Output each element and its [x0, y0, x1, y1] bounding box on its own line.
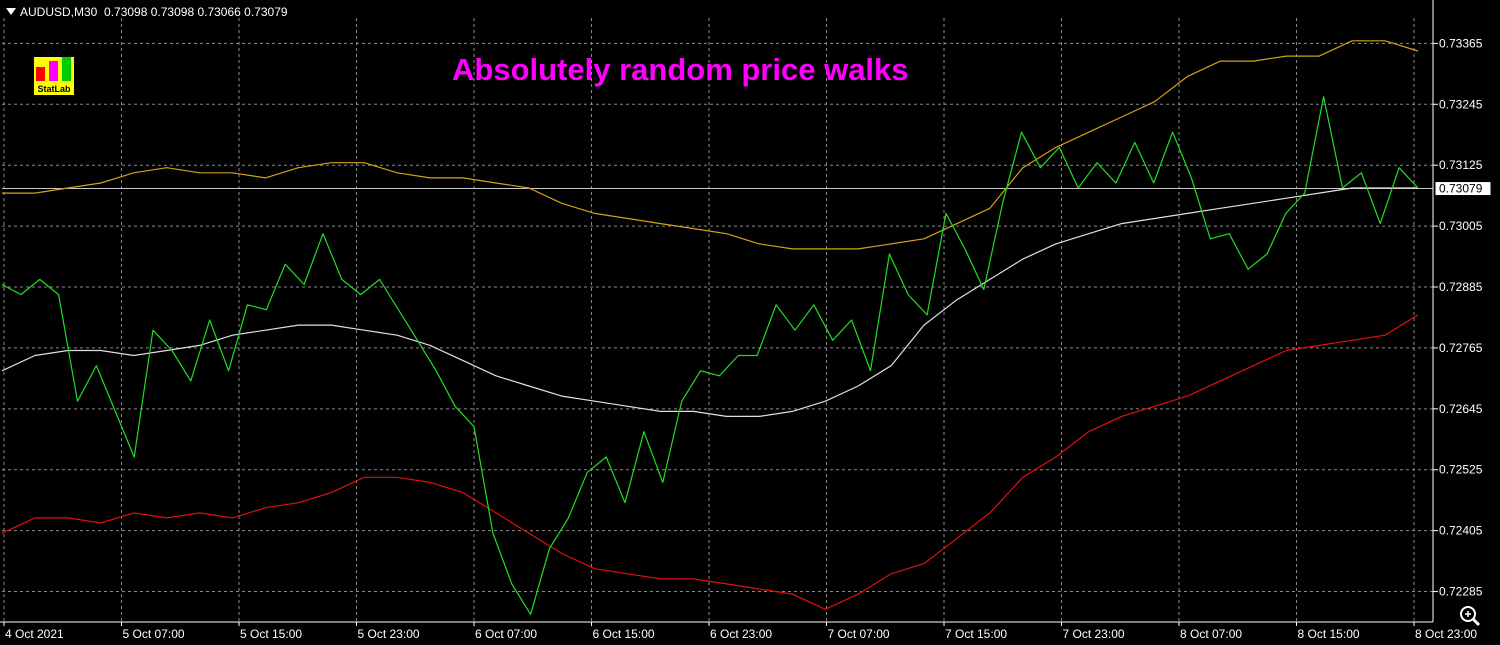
logo-label: StatLab: [37, 84, 71, 94]
statlab-logo: StatLab: [34, 57, 74, 95]
x-tick-label: 8 Oct 23:00: [1415, 627, 1477, 641]
symbol-label: AUDUSD,M30: [20, 5, 98, 19]
y-tick-label: 0.72285: [1439, 585, 1483, 599]
grid-lines: [2, 18, 1433, 622]
chart-title: Absolutely random price walks: [452, 52, 909, 87]
x-tick-label: 8 Oct 15:00: [1298, 627, 1360, 641]
symbol-header[interactable]: AUDUSD,M30 0.73098 0.73098 0.73066 0.730…: [6, 5, 288, 19]
x-tick-label: 7 Oct 07:00: [828, 627, 890, 641]
x-tick-label: 5 Oct 15:00: [240, 627, 302, 641]
y-tick-label: 0.73245: [1439, 97, 1483, 111]
y-tick-label: 0.73365: [1439, 36, 1483, 50]
y-tick-label: 0.73125: [1439, 158, 1483, 172]
y-tick-label: 0.72645: [1439, 402, 1483, 416]
current-price-box: [1434, 181, 1492, 197]
y-tick-label: 0.73005: [1439, 219, 1483, 233]
x-tick-label: 5 Oct 07:00: [123, 627, 185, 641]
series-line-upper: [2, 40, 1419, 250]
logo-bar-red: [36, 67, 45, 81]
y-tick-label: 0.72405: [1439, 524, 1483, 538]
x-tick-label: 6 Oct 15:00: [593, 627, 655, 641]
x-tick-label: 6 Oct 23:00: [710, 627, 772, 641]
chart-series: [1, 40, 1419, 616]
x-tick-label: 7 Oct 23:00: [1063, 627, 1125, 641]
y-tick-label: 0.72525: [1439, 463, 1483, 477]
ohlc-values: 0.73098 0.73098 0.73066 0.73079: [104, 5, 288, 19]
logo-bar-green: [62, 57, 71, 81]
logo-bar-magenta: [49, 61, 58, 81]
zoom-icon[interactable]: [1459, 605, 1481, 627]
x-tick-label: 7 Oct 15:00: [945, 627, 1007, 641]
y-tick-label: 0.72885: [1439, 280, 1483, 294]
y-tick-label: 0.72765: [1439, 341, 1483, 355]
current-price-label: 0.73079: [1439, 182, 1483, 196]
series-line-price: [1, 96, 1419, 616]
x-tick-label: 8 Oct 07:00: [1180, 627, 1242, 641]
x-tick-label: 6 Oct 07:00: [475, 627, 537, 641]
series-line-lower: [1, 314, 1419, 610]
series-line-ma: [1, 187, 1418, 417]
dropdown-triangle-icon[interactable]: [6, 8, 16, 15]
x-tick-label: 4 Oct 2021: [5, 627, 64, 641]
x-tick-label: 5 Oct 23:00: [358, 627, 420, 641]
